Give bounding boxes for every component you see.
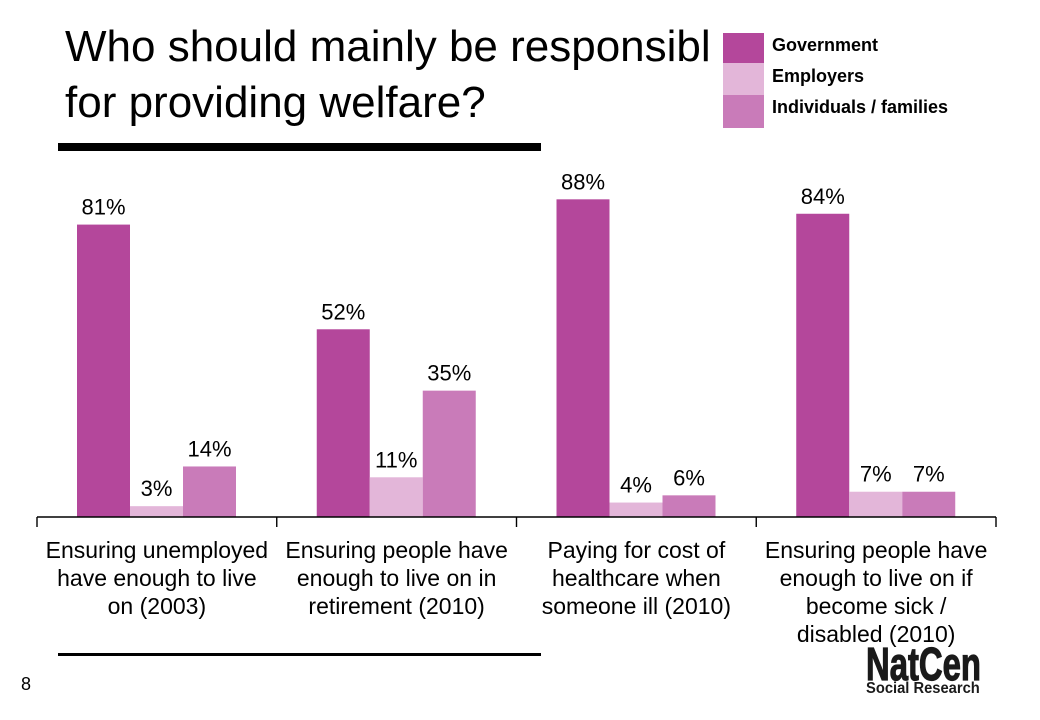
- data-label-employers-4: 7%: [860, 462, 892, 487]
- data-label-individuals-families-4: 7%: [913, 462, 945, 487]
- page-number: 8: [21, 674, 32, 694]
- logo-wordmark: NatCen: [866, 638, 982, 690]
- data-label-individuals-families-3: 6%: [673, 465, 705, 490]
- natcen-logo: NatCen Social Research: [866, 638, 1036, 701]
- legend-label-government: Government: [772, 35, 879, 55]
- bar-individuals-families-2: [422, 390, 476, 517]
- legend-swatch-employers: [723, 63, 764, 95]
- page-title: Who should mainly be responsibl for prov…: [65, 22, 711, 127]
- legend-label-individuals-families: Individuals / families: [772, 97, 949, 117]
- legend-swatch-government: [723, 33, 764, 63]
- data-label-government-1: 81%: [81, 195, 125, 220]
- category-label-4: Ensuring people have enough to live on i…: [764, 537, 988, 647]
- bar-employers-4: [849, 491, 903, 517]
- bar-individuals-families-4: [902, 491, 956, 517]
- footer-rule: [58, 653, 541, 656]
- title-underline-rule: [58, 143, 541, 151]
- bar-government-2: [316, 329, 370, 517]
- data-label-employers-3: 4%: [620, 473, 652, 498]
- bar-employers-1: [130, 506, 183, 517]
- data-label-employers-2: 11%: [375, 447, 417, 472]
- bar-employers-3: [609, 502, 663, 517]
- bar-government-3: [556, 199, 610, 517]
- data-label-individuals-families-2: 35%: [427, 361, 471, 386]
- logo-tagline: Social Research: [866, 680, 980, 697]
- data-label-government-4: 84%: [801, 184, 845, 209]
- bar-individuals-families-1: [183, 466, 236, 517]
- bar-government-1: [77, 224, 130, 517]
- legend-swatch-individuals-families: [723, 95, 764, 128]
- category-label-2: Ensuring people have enough to live on i…: [285, 537, 508, 619]
- bar-individuals-families-3: [662, 495, 716, 517]
- data-label-government-2: 52%: [321, 299, 365, 324]
- data-label-individuals-families-1: 14%: [187, 436, 231, 461]
- legend-label-employers: Employers: [772, 66, 865, 86]
- category-label-1: Ensuring unemployed have enough to live …: [45, 537, 269, 619]
- bar-government-4: [796, 213, 850, 517]
- data-label-government-3: 88%: [561, 169, 605, 194]
- x-axis-category-labels: Ensuring unemployed have enough to live …: [0, 536, 1040, 650]
- legend: Government Employers Individuals / famil…: [723, 30, 963, 130]
- category-label-3: Paying for cost of healthcare when someo…: [541, 537, 731, 619]
- bar-employers-2: [369, 477, 423, 517]
- data-label-employers-1: 3%: [141, 476, 173, 501]
